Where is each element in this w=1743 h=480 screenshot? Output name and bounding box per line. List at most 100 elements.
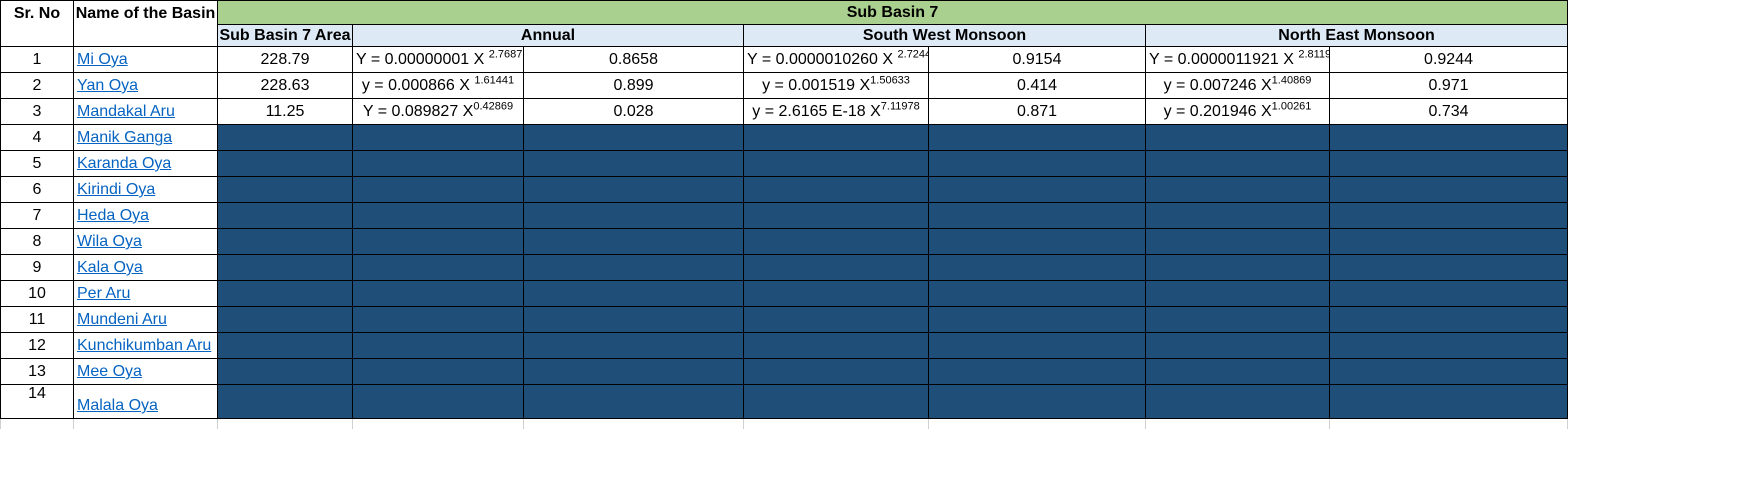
- blank-data-cell[interactable]: [352, 124, 524, 151]
- basin-name-cell[interactable]: Karanda Oya: [73, 150, 218, 177]
- blank-data-cell[interactable]: [1328, 306, 1569, 333]
- blank-data-cell[interactable]: [217, 280, 353, 307]
- basin-link[interactable]: Wila Oya: [77, 233, 142, 250]
- blank-data-cell[interactable]: [352, 306, 524, 333]
- blank-data-cell[interactable]: [1145, 332, 1330, 359]
- blank-data-cell[interactable]: [1328, 202, 1569, 229]
- blank-data-cell[interactable]: [217, 306, 353, 333]
- blank-data-cell[interactable]: [928, 124, 1146, 151]
- empty-grid-cell[interactable]: [1328, 418, 1569, 429]
- blank-data-cell[interactable]: [1328, 150, 1569, 177]
- blank-data-cell[interactable]: [523, 306, 744, 333]
- blank-data-cell[interactable]: [1328, 358, 1569, 385]
- basin-link[interactable]: Per Aru: [77, 285, 131, 302]
- empty-grid-cell[interactable]: [73, 418, 218, 429]
- blank-data-cell[interactable]: [1145, 228, 1330, 255]
- empty-grid-cell[interactable]: [0, 418, 74, 429]
- blank-data-cell[interactable]: [217, 176, 353, 203]
- basin-link[interactable]: Manik Ganga: [77, 129, 173, 146]
- blank-data-cell[interactable]: [1145, 254, 1330, 281]
- empty-grid-cell[interactable]: [352, 418, 524, 429]
- blank-data-cell[interactable]: [1145, 384, 1330, 419]
- basin-link[interactable]: Karanda Oya: [77, 155, 172, 172]
- blank-data-cell[interactable]: [352, 332, 524, 359]
- blank-data-cell[interactable]: [523, 384, 744, 419]
- basin-name-cell[interactable]: Kirindi Oya: [73, 176, 218, 203]
- blank-data-cell[interactable]: [352, 384, 524, 419]
- blank-data-cell[interactable]: [352, 254, 524, 281]
- blank-data-cell[interactable]: [1145, 280, 1330, 307]
- blank-data-cell[interactable]: [1145, 306, 1330, 333]
- blank-data-cell[interactable]: [523, 228, 744, 255]
- blank-data-cell[interactable]: [743, 280, 929, 307]
- blank-data-cell[interactable]: [523, 124, 744, 151]
- blank-data-cell[interactable]: [523, 332, 744, 359]
- blank-data-cell[interactable]: [523, 176, 744, 203]
- blank-data-cell[interactable]: [1328, 332, 1569, 359]
- blank-data-cell[interactable]: [352, 228, 524, 255]
- basin-name-cell[interactable]: Malala Oya: [73, 384, 218, 419]
- empty-grid-cell[interactable]: [1145, 418, 1330, 429]
- blank-data-cell[interactable]: [928, 176, 1146, 203]
- blank-data-cell[interactable]: [743, 150, 929, 177]
- blank-data-cell[interactable]: [743, 124, 929, 151]
- empty-grid-cell[interactable]: [523, 418, 744, 429]
- basin-link[interactable]: Yan Oya: [77, 77, 139, 94]
- blank-data-cell[interactable]: [928, 306, 1146, 333]
- basin-link[interactable]: Mandakal Aru: [77, 103, 175, 120]
- blank-data-cell[interactable]: [1328, 124, 1569, 151]
- blank-data-cell[interactable]: [1328, 280, 1569, 307]
- basin-link[interactable]: Mundeni Aru: [77, 311, 167, 328]
- blank-data-cell[interactable]: [1328, 176, 1569, 203]
- basin-name-cell[interactable]: Mi Oya: [73, 46, 218, 73]
- blank-data-cell[interactable]: [352, 280, 524, 307]
- basin-name-cell[interactable]: Mee Oya: [73, 358, 218, 385]
- basin-name-cell[interactable]: Heda Oya: [73, 202, 218, 229]
- basin-link[interactable]: Kala Oya: [77, 259, 143, 276]
- basin-link[interactable]: Kunchikumban Aru: [77, 337, 212, 354]
- blank-data-cell[interactable]: [352, 358, 524, 385]
- blank-data-cell[interactable]: [217, 332, 353, 359]
- empty-grid-cell[interactable]: [217, 418, 353, 429]
- blank-data-cell[interactable]: [928, 254, 1146, 281]
- blank-data-cell[interactable]: [523, 358, 744, 385]
- basin-name-cell[interactable]: Yan Oya: [73, 72, 218, 99]
- blank-data-cell[interactable]: [1145, 358, 1330, 385]
- basin-name-cell[interactable]: Mundeni Aru: [73, 306, 218, 333]
- blank-data-cell[interactable]: [523, 280, 744, 307]
- basin-link[interactable]: Mi Oya: [77, 51, 128, 68]
- blank-data-cell[interactable]: [743, 384, 929, 419]
- blank-data-cell[interactable]: [352, 202, 524, 229]
- blank-data-cell[interactable]: [217, 124, 353, 151]
- basin-name-cell[interactable]: Wila Oya: [73, 228, 218, 255]
- basin-link[interactable]: Heda Oya: [77, 207, 150, 224]
- blank-data-cell[interactable]: [928, 150, 1146, 177]
- blank-data-cell[interactable]: [928, 384, 1146, 419]
- blank-data-cell[interactable]: [217, 358, 353, 385]
- blank-data-cell[interactable]: [1328, 228, 1569, 255]
- blank-data-cell[interactable]: [1145, 176, 1330, 203]
- blank-data-cell[interactable]: [523, 202, 744, 229]
- blank-data-cell[interactable]: [743, 332, 929, 359]
- blank-data-cell[interactable]: [217, 384, 353, 419]
- blank-data-cell[interactable]: [743, 358, 929, 385]
- empty-grid-cell[interactable]: [743, 418, 929, 429]
- blank-data-cell[interactable]: [928, 332, 1146, 359]
- blank-data-cell[interactable]: [1145, 124, 1330, 151]
- blank-data-cell[interactable]: [1328, 384, 1569, 419]
- blank-data-cell[interactable]: [217, 254, 353, 281]
- basin-name-cell[interactable]: Per Aru: [73, 280, 218, 307]
- basin-name-cell[interactable]: Manik Ganga: [73, 124, 218, 151]
- blank-data-cell[interactable]: [217, 150, 353, 177]
- blank-data-cell[interactable]: [1145, 202, 1330, 229]
- blank-data-cell[interactable]: [928, 228, 1146, 255]
- blank-data-cell[interactable]: [743, 176, 929, 203]
- blank-data-cell[interactable]: [743, 228, 929, 255]
- blank-data-cell[interactable]: [743, 202, 929, 229]
- blank-data-cell[interactable]: [217, 202, 353, 229]
- blank-data-cell[interactable]: [928, 280, 1146, 307]
- blank-data-cell[interactable]: [523, 150, 744, 177]
- blank-data-cell[interactable]: [1145, 150, 1330, 177]
- basin-link[interactable]: Malala Oya: [77, 397, 158, 414]
- basin-name-cell[interactable]: Kala Oya: [73, 254, 218, 281]
